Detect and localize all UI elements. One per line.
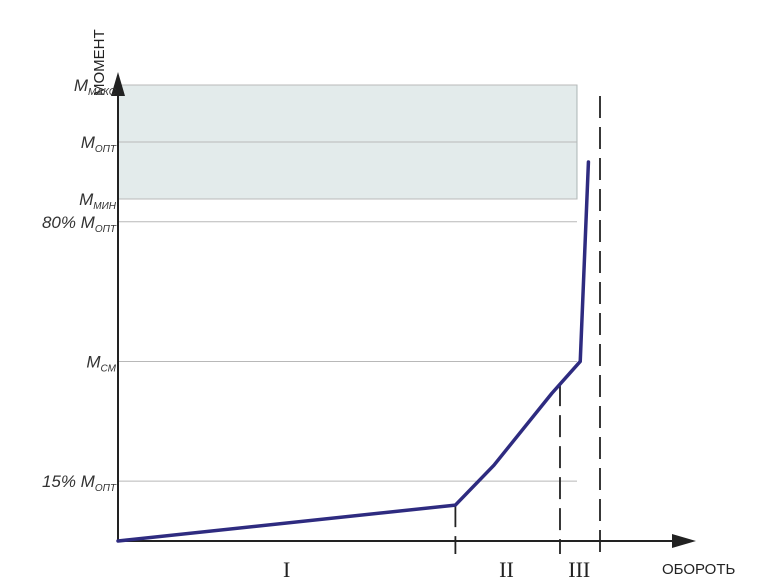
tick-label-sub: ОПТ bbox=[95, 224, 117, 235]
x-axis-arrow bbox=[672, 534, 696, 548]
tick-label-m_opt: MОПТ bbox=[81, 133, 117, 155]
tick-label-p15: 15% MОПТ bbox=[42, 472, 117, 494]
tick-label-m_maks: MМАКС bbox=[74, 76, 117, 98]
tick-label-main: 80% M bbox=[42, 213, 96, 232]
tick-label-sub: ОПТ bbox=[95, 483, 117, 494]
tick-label-sub: МИН bbox=[93, 201, 116, 212]
x-axis-title: ОБОРОТЬ bbox=[662, 561, 736, 578]
zone-label-1: I bbox=[283, 557, 290, 579]
zone-label-3: III bbox=[568, 557, 590, 579]
tick-label-sub: ОПТ bbox=[95, 144, 117, 155]
tick-label-main: M bbox=[74, 76, 89, 95]
torque-curve bbox=[116, 160, 591, 543]
tick-label-main: M bbox=[79, 190, 94, 209]
y-axis-title: МОМЕНТ bbox=[91, 29, 108, 96]
tick-label-m_sm: MСМ bbox=[86, 352, 116, 374]
tick-label-p80: 80% MОПТ bbox=[42, 213, 117, 235]
tick-label-main: M bbox=[86, 352, 101, 371]
tick-label-sub: СМ bbox=[101, 363, 117, 374]
tick-label-main: M bbox=[81, 133, 96, 152]
tick-label-m_min: MМИН bbox=[79, 190, 117, 212]
tick-label-main: 15% M bbox=[42, 472, 96, 491]
tick-label-sub: МАКС bbox=[88, 87, 117, 98]
y-axis-arrow bbox=[111, 72, 125, 96]
zone-label-2: II bbox=[499, 557, 514, 579]
